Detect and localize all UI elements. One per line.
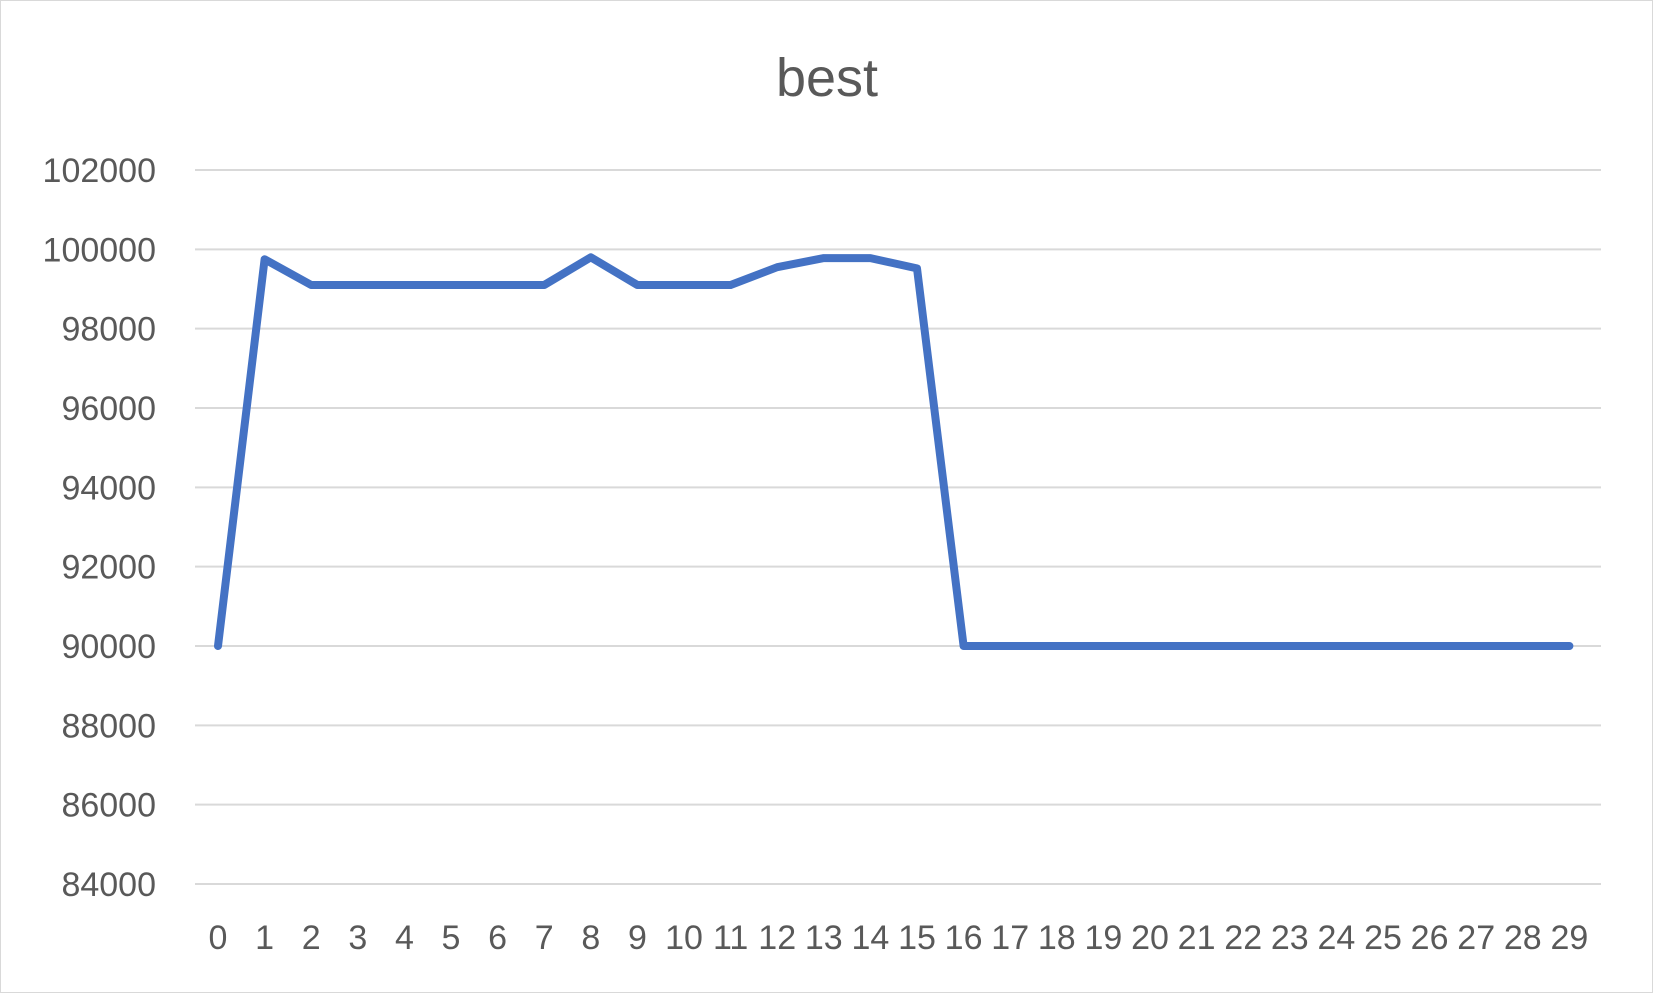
x-tick-label: 0 (209, 919, 228, 957)
x-tick-label: 20 (1131, 919, 1169, 957)
y-tick-label: 88000 (61, 707, 156, 745)
x-tick-label: 25 (1364, 919, 1402, 957)
x-tick-label: 6 (488, 919, 507, 957)
x-tick-label: 17 (991, 919, 1029, 957)
y-tick-label: 102000 (43, 152, 156, 190)
x-tick-label: 10 (665, 919, 703, 957)
y-tick-label: 96000 (61, 390, 156, 428)
x-tick-label: 9 (628, 919, 647, 957)
x-tick-label: 29 (1550, 919, 1588, 957)
x-tick-label: 2 (302, 919, 321, 957)
gridlines (195, 169, 1601, 885)
series-group (214, 253, 1574, 650)
y-tick-label: 90000 (61, 628, 156, 666)
y-tick-label: 98000 (61, 311, 156, 349)
x-tick-label: 23 (1271, 919, 1309, 957)
x-tick-label: 5 (442, 919, 461, 957)
x-tick-label: 14 (851, 919, 889, 957)
y-tick-label: 100000 (43, 231, 156, 269)
x-tick-label: 28 (1504, 919, 1542, 957)
x-tick-label: 11 (713, 919, 748, 957)
x-tick-label: 1 (255, 919, 274, 957)
x-axis-tick-labels: 0 1 2 3 4 5 6 7 8 9 10 11 12 13 14 15 16 17 18 19 20 21 22 23 24… (209, 919, 1589, 957)
x-tick-label: 4 (395, 919, 414, 957)
y-tick-label: 92000 (61, 549, 156, 587)
y-axis-tick-labels: 102000 100000 98000 96000 94000 92000 90000 880… (43, 152, 156, 904)
chart-title: best (776, 48, 878, 108)
x-tick-label: 24 (1317, 919, 1355, 957)
x-tick-label: 15 (898, 919, 936, 957)
y-tick-label: 86000 (61, 787, 156, 825)
x-tick-label: 22 (1224, 919, 1262, 957)
x-tick-label: 19 (1084, 919, 1122, 957)
x-tick-label: 13 (805, 919, 843, 957)
x-tick-label: 12 (758, 919, 796, 957)
x-tick-label: 27 (1457, 919, 1495, 957)
x-tick-label: 16 (945, 919, 983, 957)
y-tick-label: 94000 (61, 469, 156, 507)
series-line (214, 253, 1574, 650)
x-tick-label: 18 (1038, 919, 1076, 957)
x-tick-label: 8 (581, 919, 600, 957)
x-tick-label: 26 (1411, 919, 1449, 957)
x-tick-label: 7 (535, 919, 554, 957)
x-tick-label: 3 (348, 919, 367, 957)
x-tick-label: 21 (1178, 919, 1216, 957)
y-tick-label: 84000 (61, 866, 156, 904)
